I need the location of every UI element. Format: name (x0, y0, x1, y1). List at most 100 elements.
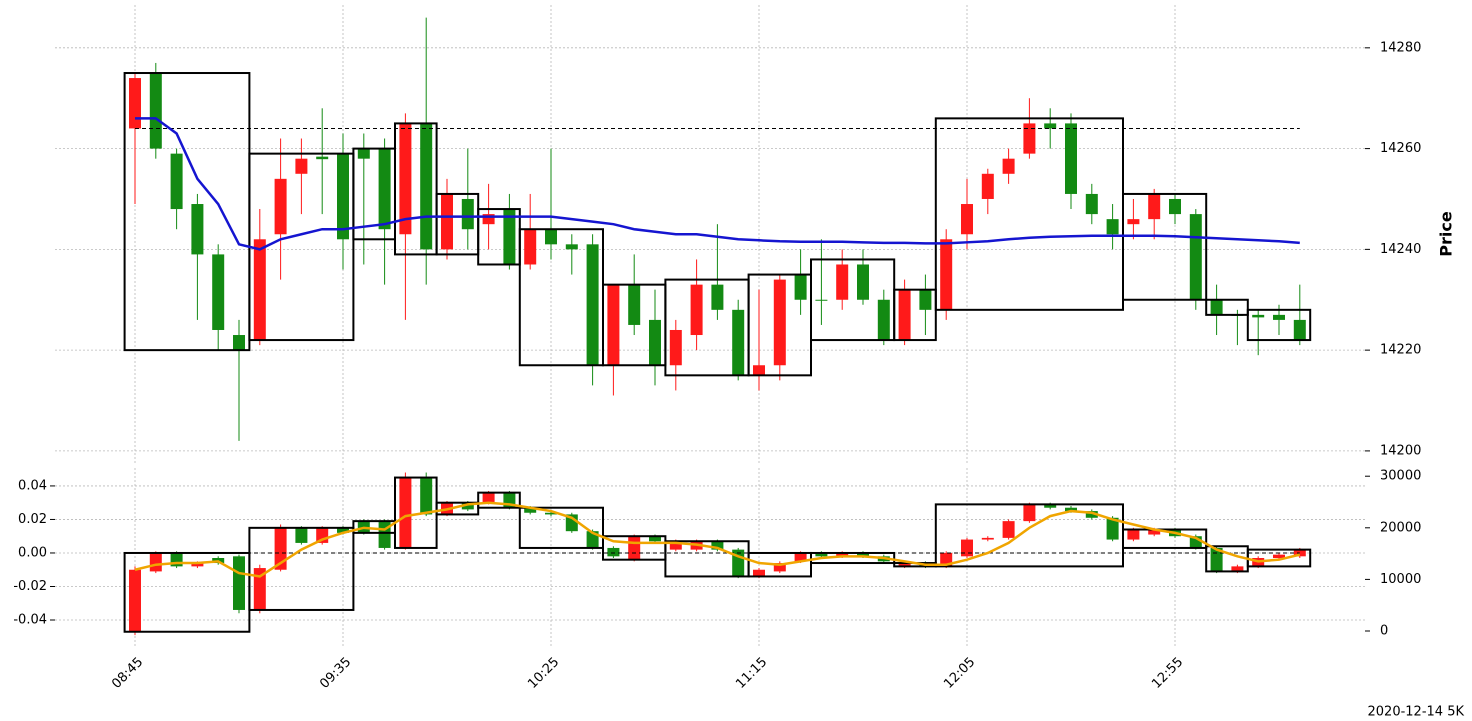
candle-body (399, 477, 412, 548)
candle-body (919, 289, 932, 310)
candle-body (295, 158, 308, 174)
candle-body (815, 299, 828, 301)
candle-body (1002, 521, 1015, 538)
candle-body (357, 148, 370, 159)
candle-body (1023, 123, 1036, 154)
candle-body (1065, 507, 1077, 512)
candle-body (149, 73, 162, 149)
candle-body (794, 552, 807, 562)
candle-body (233, 335, 245, 351)
candle-body (690, 284, 703, 336)
candle-body (129, 569, 141, 632)
candle-body (649, 536, 661, 542)
candle-body (607, 547, 620, 557)
candle-body (836, 264, 849, 300)
range-box (477, 491, 521, 509)
candle-body (191, 563, 204, 567)
candle-body (961, 204, 973, 235)
y-tick-label: 14260 (1380, 141, 1421, 156)
range-box (1205, 298, 1249, 316)
candle-body (1210, 299, 1223, 315)
candle-body (711, 284, 724, 310)
moving-average-line (134, 501, 1301, 578)
y-tick-label: 10000 (1380, 572, 1421, 587)
candle-body (1106, 517, 1119, 540)
candle-body (1210, 547, 1223, 572)
candle-body (253, 239, 266, 341)
candle-body (1189, 536, 1202, 548)
candle-body (1023, 504, 1036, 522)
y-tick-label: 14240 (1380, 242, 1421, 257)
candle-body (1189, 214, 1202, 300)
candle-body (1127, 529, 1140, 540)
range-box (123, 72, 251, 352)
candle-body (461, 198, 474, 230)
candle-body (1085, 193, 1098, 215)
candle-body (295, 527, 308, 543)
candle-body (524, 229, 537, 265)
candle-body (669, 329, 682, 366)
candle-body (1273, 314, 1285, 320)
candle-body (337, 153, 349, 240)
candle-body (316, 156, 329, 160)
caption: 2020-12-14 5K (1368, 705, 1465, 720)
candle-body (1252, 314, 1265, 318)
y-tick-label: 14280 (1380, 40, 1421, 55)
candle-body (482, 214, 495, 225)
candle-body (274, 527, 287, 570)
candle-body (253, 568, 266, 610)
candle-body (1148, 193, 1161, 220)
range-box (518, 506, 604, 549)
candle-body (503, 209, 516, 265)
y-tick-label: 14220 (1380, 343, 1421, 358)
candle-body (274, 178, 287, 235)
x-tick-label: 11:15 (733, 655, 770, 692)
candle-body (898, 563, 911, 567)
candle-body (1148, 529, 1161, 535)
candle-body (649, 319, 661, 366)
candle-body (773, 279, 786, 366)
candle-body (420, 123, 433, 250)
y-tick-label: 20000 (1380, 520, 1421, 535)
candle-body (149, 552, 162, 572)
candle-body (233, 556, 245, 610)
candle-body (565, 244, 578, 250)
candle-body (482, 492, 495, 503)
x-tick-label: 08:45 (109, 655, 146, 692)
candle-body (711, 541, 724, 550)
candle-body (1293, 319, 1306, 341)
candle-body (378, 521, 391, 548)
candle-body (753, 365, 765, 376)
candle-body (628, 536, 641, 560)
candle-body (753, 569, 765, 577)
candle-body (961, 539, 973, 557)
candle-body (1106, 219, 1119, 235)
candle-body (1127, 219, 1140, 225)
candle-body (545, 229, 557, 245)
moving-average-line (135, 117, 1300, 251)
candle-body (337, 527, 349, 533)
range-box (893, 288, 937, 342)
candle-body (898, 289, 911, 341)
candle-body (981, 173, 994, 199)
y-axis-title: Price (1437, 211, 1456, 257)
candle-body (399, 123, 412, 235)
range-box (1122, 528, 1208, 549)
y-tick-label: 0.00 (18, 545, 47, 560)
candle-body (420, 477, 433, 515)
candle-body (129, 78, 141, 129)
range-box (248, 526, 355, 611)
candle-body (1002, 158, 1015, 174)
x-tick-label: 12:05 (941, 655, 978, 692)
range-box (394, 122, 438, 256)
candle-body (524, 507, 537, 513)
x-tick-label: 12:55 (1149, 655, 1186, 692)
range-box (1122, 192, 1208, 301)
candle-body (940, 239, 953, 310)
candle-body (1231, 566, 1244, 572)
y-tick-label: 14200 (1380, 443, 1421, 458)
candle-body (815, 552, 828, 557)
candle-body (857, 264, 869, 300)
